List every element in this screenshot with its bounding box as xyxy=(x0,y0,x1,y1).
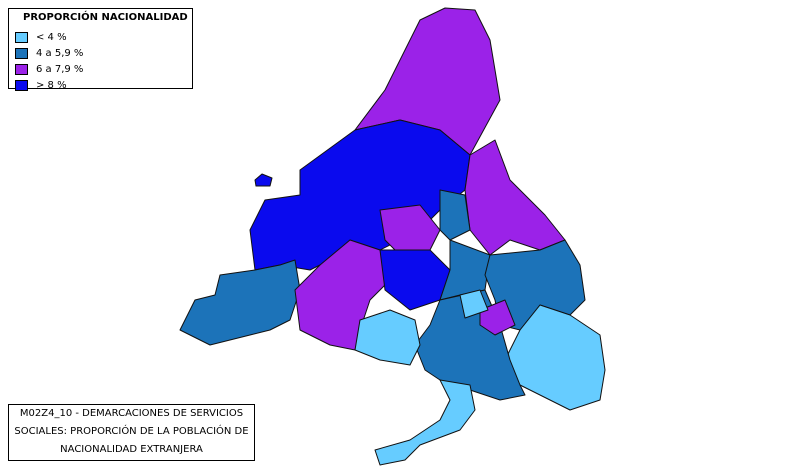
region xyxy=(374,379,476,466)
legend-item: 6 a 7,9 % xyxy=(15,63,83,76)
caption: M02Z4_10 - DEMARCACIONES DE SERVICIOS SO… xyxy=(8,404,255,461)
caption-line: NACIONALIDAD EXTRANJERA xyxy=(60,444,203,455)
legend-item: < 4 % xyxy=(15,31,67,44)
region xyxy=(479,299,516,336)
legend-swatch xyxy=(15,48,28,59)
region xyxy=(464,139,566,256)
caption-line: SOCIALES: PROPORCIÓN DE LA POBLACIÓN DE xyxy=(14,426,249,437)
region xyxy=(439,189,471,241)
region xyxy=(294,239,391,351)
region xyxy=(179,259,301,346)
legend-label: > 8 % xyxy=(36,80,67,91)
legend-swatch xyxy=(15,80,28,91)
region xyxy=(459,289,489,319)
legend-item: > 8 % xyxy=(15,79,67,92)
legend-item: 4 a 5,9 % xyxy=(15,47,83,60)
caption-line: M02Z4_10 - DEMARCACIONES DE SERVICIOS xyxy=(19,408,244,419)
legend-swatch xyxy=(15,32,28,43)
legend: PROPORCIÓN NACIONALIDAD < 4 % 4 a 5,9 % 6 … xyxy=(8,8,193,92)
legend-label: 6 a 7,9 % xyxy=(36,64,84,75)
region xyxy=(354,309,421,366)
legend-label: 4 a 5,9 % xyxy=(36,48,84,59)
legend-title: PROPORCIÓN NACIONALIDAD xyxy=(23,12,188,23)
legend-label: < 4 % xyxy=(36,32,67,43)
legend-swatch xyxy=(15,64,28,75)
region xyxy=(254,173,273,187)
